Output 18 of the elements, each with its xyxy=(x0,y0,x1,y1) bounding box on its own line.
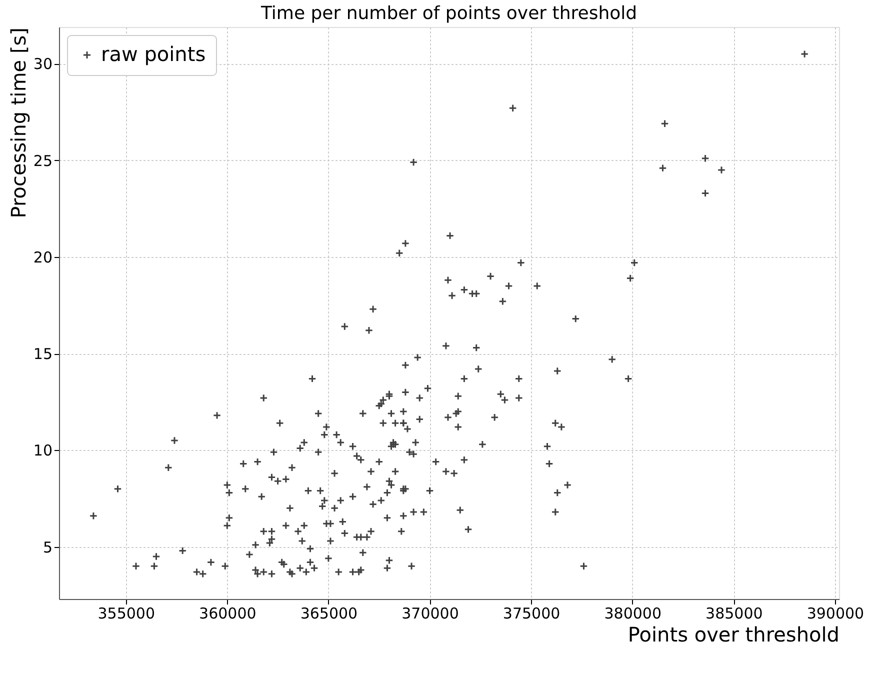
x-axis-title: Points over threshold xyxy=(628,622,840,646)
x-tick-label: 375000 xyxy=(502,604,560,622)
x-tick-label: 360000 xyxy=(199,604,256,622)
x-tick-label: 355000 xyxy=(98,604,155,622)
y-tick-label: 20 xyxy=(33,248,52,266)
y-tick-label: 10 xyxy=(33,442,52,460)
y-tick-label: 25 xyxy=(33,152,52,170)
x-tick-label: 390000 xyxy=(806,604,864,622)
y-axis-title: Processing time [s] xyxy=(6,28,30,218)
x-tick-label: 380000 xyxy=(604,604,662,622)
y-tick-label: 30 xyxy=(33,55,52,74)
y-tick-label: 5 xyxy=(42,538,52,556)
y-tick-label: 15 xyxy=(33,345,52,364)
legend-label: raw points xyxy=(101,42,206,66)
x-tick-label: 385000 xyxy=(706,604,763,622)
x-tick-label: 365000 xyxy=(300,604,358,622)
chart-title: Time per number of points over threshold xyxy=(260,3,638,24)
x-tick-label: 370000 xyxy=(402,604,459,622)
